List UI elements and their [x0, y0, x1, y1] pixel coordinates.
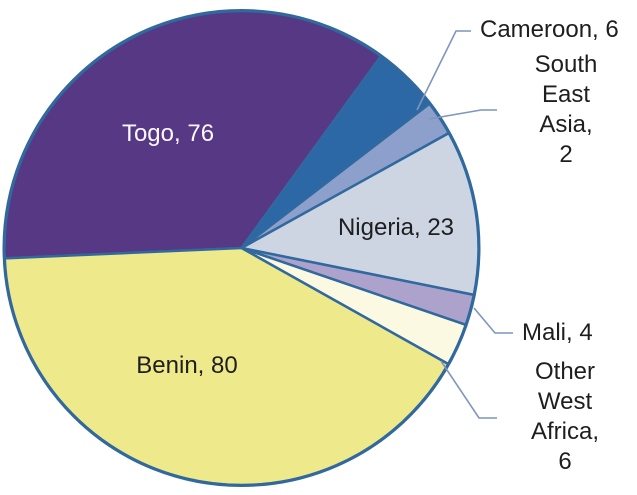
- slice-label-other-west-africa-line2: Africa,: [530, 418, 599, 445]
- slice-label-south-east-asia-line1: South East: [534, 51, 598, 108]
- leader-line-cameroon: [416, 30, 471, 111]
- slice-label-nigeria: Nigeria, 23: [337, 214, 455, 241]
- slice-label-togo: Togo, 76: [121, 120, 215, 147]
- slice-label-south-east-asia-line2: Asia,: [539, 111, 593, 138]
- leader-line-mali: [473, 307, 513, 334]
- slice-label-south-east-asia-line3: 2: [559, 141, 573, 168]
- slice-label-other-west-africa-line3: 6: [558, 448, 572, 475]
- slice-label-south-east-asia: South East Asia, 2: [531, 50, 602, 170]
- slice-label-benin: Benin, 80: [136, 352, 238, 379]
- slice-label-other-west-africa: Other West Africa, 6: [529, 357, 601, 477]
- leader-line-other-west-africa: [440, 360, 497, 419]
- slice-label-other-west-africa-line1: Other West: [534, 358, 596, 415]
- pie-outer-rim: [2, 9, 481, 487]
- slice-label-cameroon: Cameroon, 6: [480, 16, 619, 43]
- slice-label-mali: Mali, 4: [522, 319, 593, 346]
- leader-line-south-east-asia: [428, 109, 497, 120]
